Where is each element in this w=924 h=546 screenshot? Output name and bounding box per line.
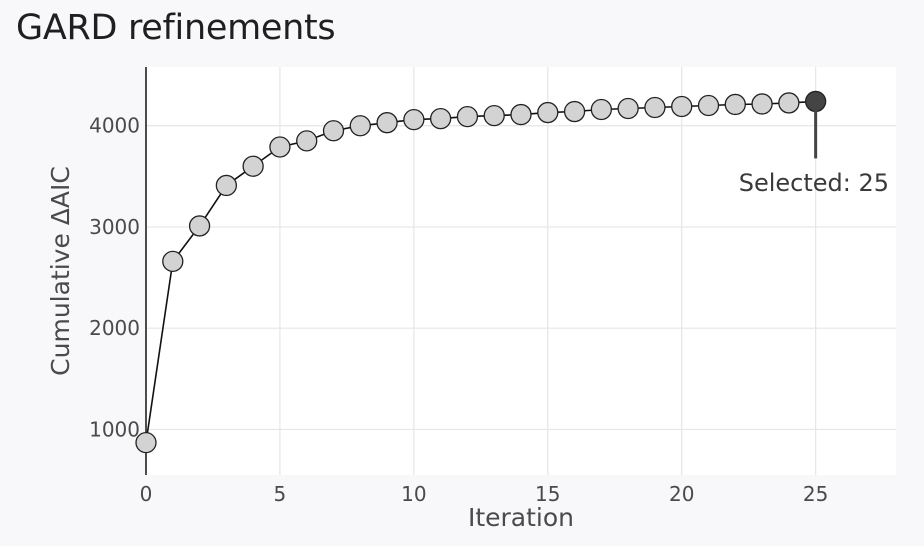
y-tick-label: 2000 bbox=[89, 316, 140, 340]
data-point bbox=[644, 96, 666, 119]
data-point bbox=[617, 97, 639, 120]
data-point bbox=[349, 115, 371, 137]
data-point bbox=[537, 101, 559, 124]
plot-area bbox=[146, 67, 896, 475]
annotation-label: Selected: 25 bbox=[739, 169, 889, 197]
data-points bbox=[135, 90, 827, 454]
x-tick-label: 20 bbox=[669, 482, 694, 506]
x-tick-label: 10 bbox=[401, 482, 426, 506]
data-point bbox=[563, 100, 586, 123]
x-tick-label: 0 bbox=[140, 482, 153, 506]
data-point bbox=[778, 92, 800, 114]
x-tick-label: 15 bbox=[535, 482, 560, 506]
data-point bbox=[510, 103, 532, 126]
data-point bbox=[135, 431, 157, 454]
data-point bbox=[697, 94, 720, 117]
data-point bbox=[188, 215, 211, 237]
x-tick-labels: 0 5 10 15 20 25 bbox=[140, 482, 829, 506]
y-tick-label: 1000 bbox=[89, 417, 140, 441]
data-point bbox=[403, 108, 425, 131]
y-axis-title: Cumulative ΔAIC bbox=[46, 166, 75, 376]
data-point bbox=[456, 105, 479, 128]
annotation: Selected: 25 bbox=[739, 101, 889, 197]
x-gridlines bbox=[279, 67, 817, 475]
x-tick-label: 5 bbox=[274, 482, 287, 506]
y-tick-label: 3000 bbox=[89, 215, 140, 239]
data-point bbox=[590, 98, 613, 121]
data-point bbox=[483, 104, 505, 127]
data-point bbox=[296, 130, 318, 152]
y-gridlines bbox=[146, 125, 896, 431]
data-point bbox=[162, 250, 184, 273]
data-point bbox=[724, 93, 746, 116]
page-title: GARD refinements bbox=[16, 8, 336, 48]
data-point bbox=[269, 136, 291, 158]
data-point bbox=[376, 112, 398, 134]
data-point bbox=[215, 174, 238, 197]
x-axis-title: Iteration bbox=[468, 503, 574, 532]
y-tick-labels: 1000 2000 3000 4000 bbox=[89, 114, 140, 442]
x-tick-label: 25 bbox=[803, 482, 828, 506]
data-point bbox=[671, 95, 693, 118]
data-point bbox=[322, 120, 345, 142]
data-point bbox=[429, 107, 452, 130]
data-point bbox=[242, 155, 264, 177]
data-point bbox=[751, 93, 773, 115]
y-tick-label: 4000 bbox=[89, 114, 140, 138]
